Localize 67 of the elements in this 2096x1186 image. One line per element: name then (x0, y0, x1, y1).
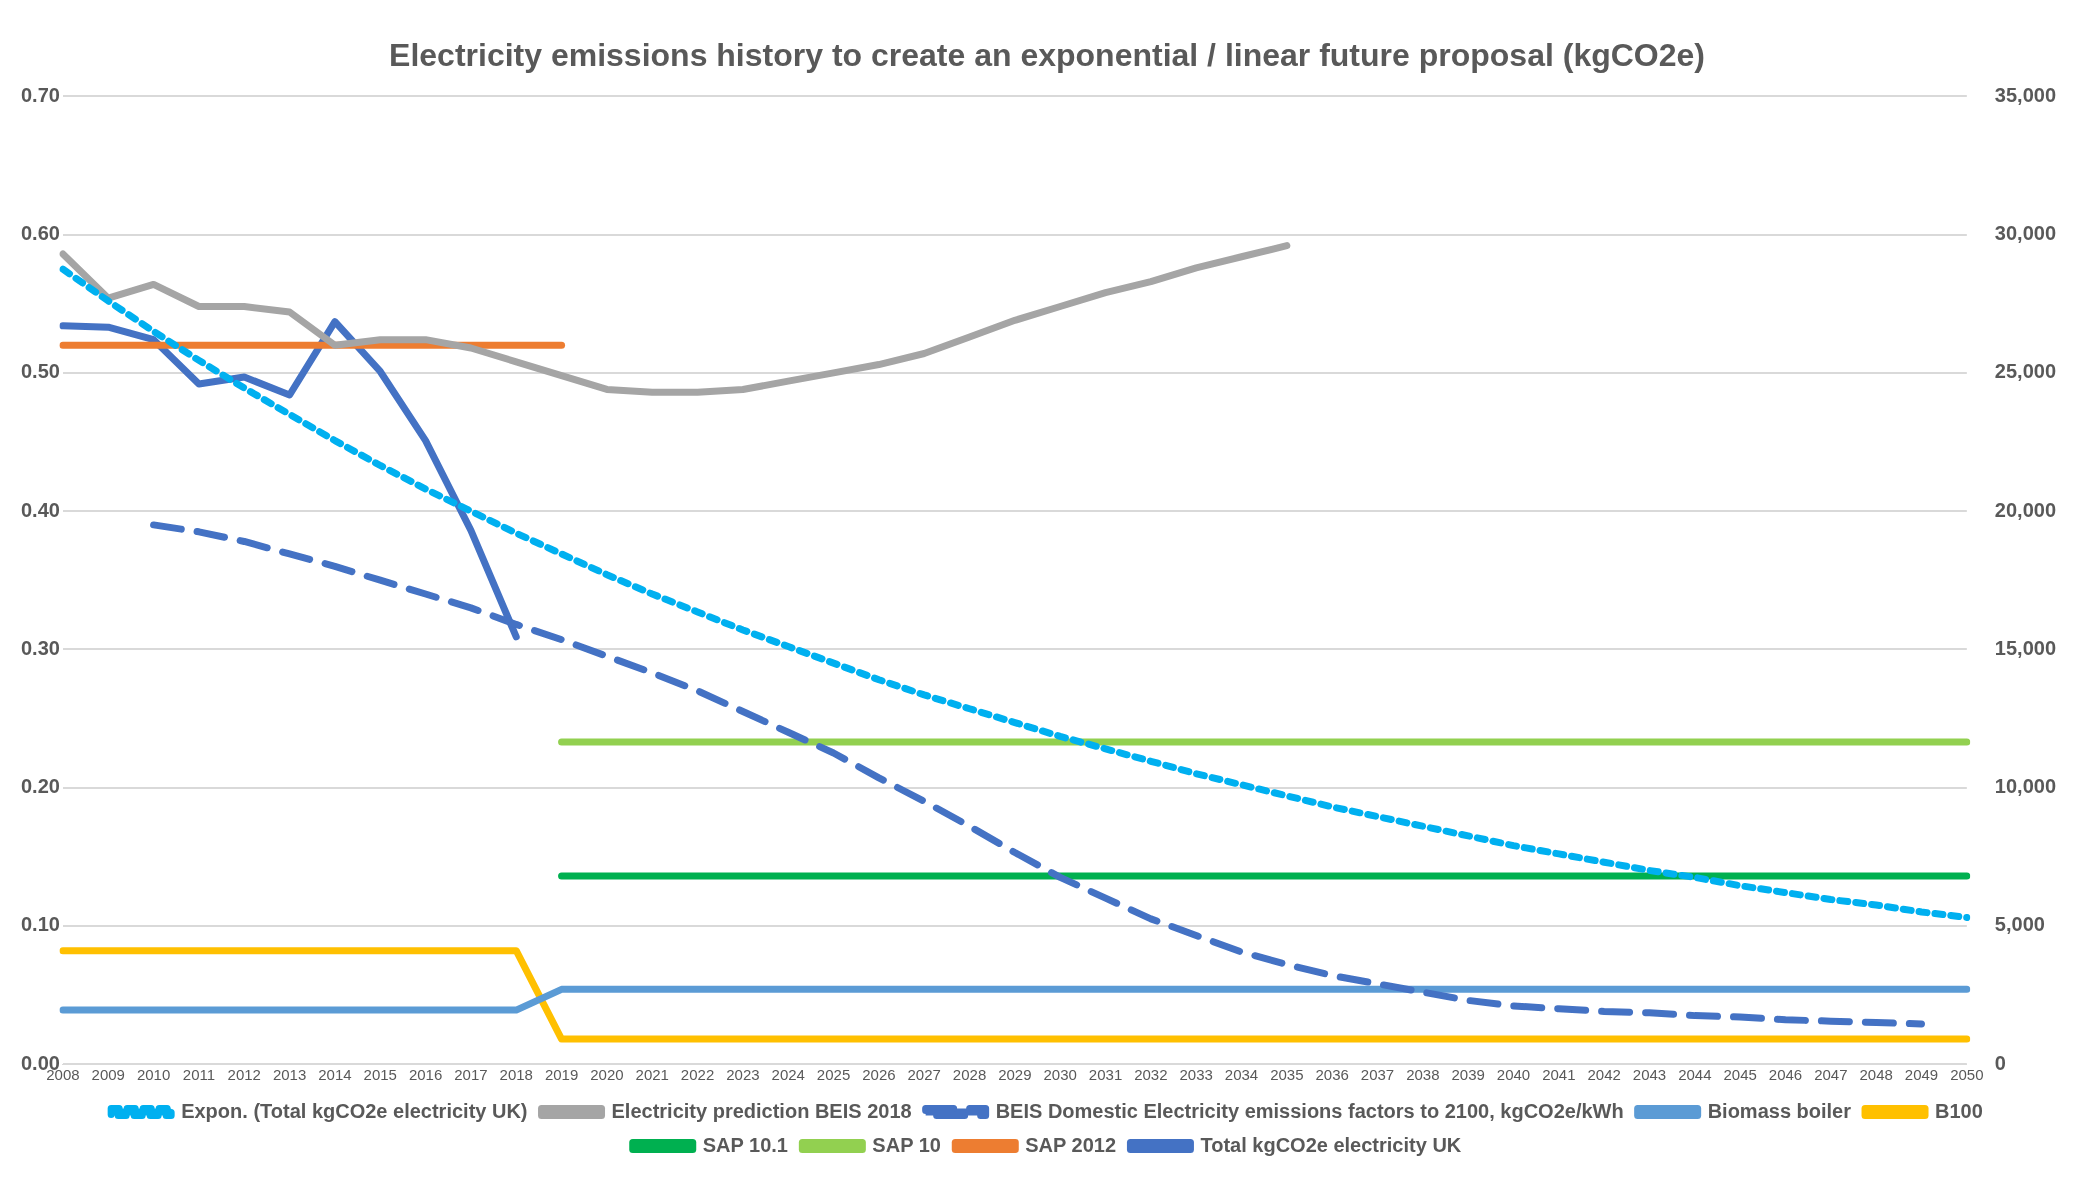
x-tick-label: 2031 (1088, 1066, 1123, 1084)
x-tick-label: 2033 (1179, 1066, 1213, 1084)
y-tick-label: 0.60 (20, 222, 60, 245)
y-tick-label: 0.50 (20, 360, 60, 383)
x-tick-label: 2036 (1315, 1066, 1349, 1084)
y-tick-label: 0.70 (20, 83, 60, 106)
x-tick-label: 2037 (1360, 1066, 1395, 1084)
y2-tick-label: 35,000 (1994, 83, 2056, 106)
x-tick-label: 2009 (91, 1066, 125, 1084)
x-tick-label: 2012 (227, 1066, 261, 1084)
x-tick-label: 2042 (1587, 1066, 1621, 1084)
y-tick-label: 0.20 (20, 775, 60, 798)
x-tick-label: 2030 (1043, 1066, 1077, 1084)
y2-tick-label: 10,000 (1994, 775, 2056, 798)
x-tick-label: 2027 (907, 1066, 941, 1084)
x-tick-label: 2019 (544, 1066, 579, 1084)
legend-label: Total kgCO2e electricity UK (1200, 1133, 1462, 1156)
x-tick-label: 2020 (590, 1066, 624, 1084)
y-tick-label: 0.10 (20, 913, 60, 936)
x-tick-label: 2041 (1542, 1066, 1576, 1084)
x-tick-label: 2028 (952, 1066, 987, 1084)
x-tick-label: 2024 (771, 1066, 805, 1084)
x-tick-label: 2029 (998, 1066, 1032, 1084)
x-tick-label: 2048 (1859, 1066, 1893, 1084)
x-tick-label: 2050 (1950, 1066, 1984, 1084)
legend-label: B100 (1935, 1099, 1983, 1122)
x-tick-label: 2043 (1632, 1066, 1667, 1084)
x-tick-label: 2026 (862, 1066, 896, 1084)
y2-tick-label: 30,000 (1994, 222, 2056, 245)
x-tick-label: 2025 (816, 1066, 851, 1084)
x-tick-label: 2017 (454, 1066, 488, 1084)
x-tick-label: 2039 (1451, 1066, 1485, 1084)
x-tick-label: 2022 (680, 1066, 715, 1084)
x-tick-label: 2018 (499, 1066, 533, 1084)
x-tick-label: 2011 (182, 1066, 216, 1084)
y2-tick-label: 25,000 (1994, 360, 2056, 383)
legend-label: SAP 10 (872, 1133, 941, 1156)
chart-title: Electricity emissions history to create an exponential / linear future proposal (kgCO2e) (389, 37, 1705, 74)
x-tick-label: 2016 (408, 1066, 443, 1084)
x-tick-label: 2035 (1270, 1066, 1304, 1084)
x-tick-label: 2032 (1134, 1066, 1168, 1084)
y2-tick-label: 15,000 (1994, 636, 2056, 659)
y-tick-label: 0.40 (20, 498, 60, 521)
legend-label: Electricity prediction BEIS 2018 (611, 1099, 912, 1122)
y2-tick-label: 0 (1994, 1051, 2006, 1074)
y-tick-label: 0.30 (20, 636, 60, 659)
legend-label: SAP 2012 (1025, 1133, 1117, 1156)
x-tick-label: 2010 (136, 1066, 171, 1084)
y2-tick-label: 5,000 (1994, 913, 2045, 936)
legend-label: BEIS Domestic Electricity emissions factors to 2100, kgCO2e/kWh (995, 1099, 1624, 1122)
x-tick-label: 2038 (1406, 1066, 1440, 1084)
x-tick-label: 2014 (318, 1066, 352, 1084)
y2-tick-label: 20,000 (1994, 498, 2056, 521)
x-tick-label: 2034 (1224, 1066, 1259, 1084)
x-tick-label: 2021 (635, 1066, 669, 1084)
legend-label: SAP 10.1 (702, 1133, 788, 1156)
x-tick-label: 2044 (1678, 1066, 1712, 1084)
x-tick-label: 2013 (272, 1066, 307, 1084)
legend-label: Biomass boiler (1707, 1099, 1852, 1122)
x-tick-label: 2040 (1496, 1066, 1531, 1084)
x-tick-label: 2015 (363, 1066, 397, 1084)
x-tick-label: 2047 (1814, 1066, 1848, 1084)
x-tick-label: 2046 (1768, 1066, 1803, 1084)
x-tick-label: 2045 (1723, 1066, 1757, 1084)
legend-label: Expon. (Total kgCO2e electricity UK) (181, 1099, 528, 1122)
x-tick-label: 2049 (1904, 1066, 1939, 1084)
x-tick-label: 2023 (726, 1066, 760, 1084)
